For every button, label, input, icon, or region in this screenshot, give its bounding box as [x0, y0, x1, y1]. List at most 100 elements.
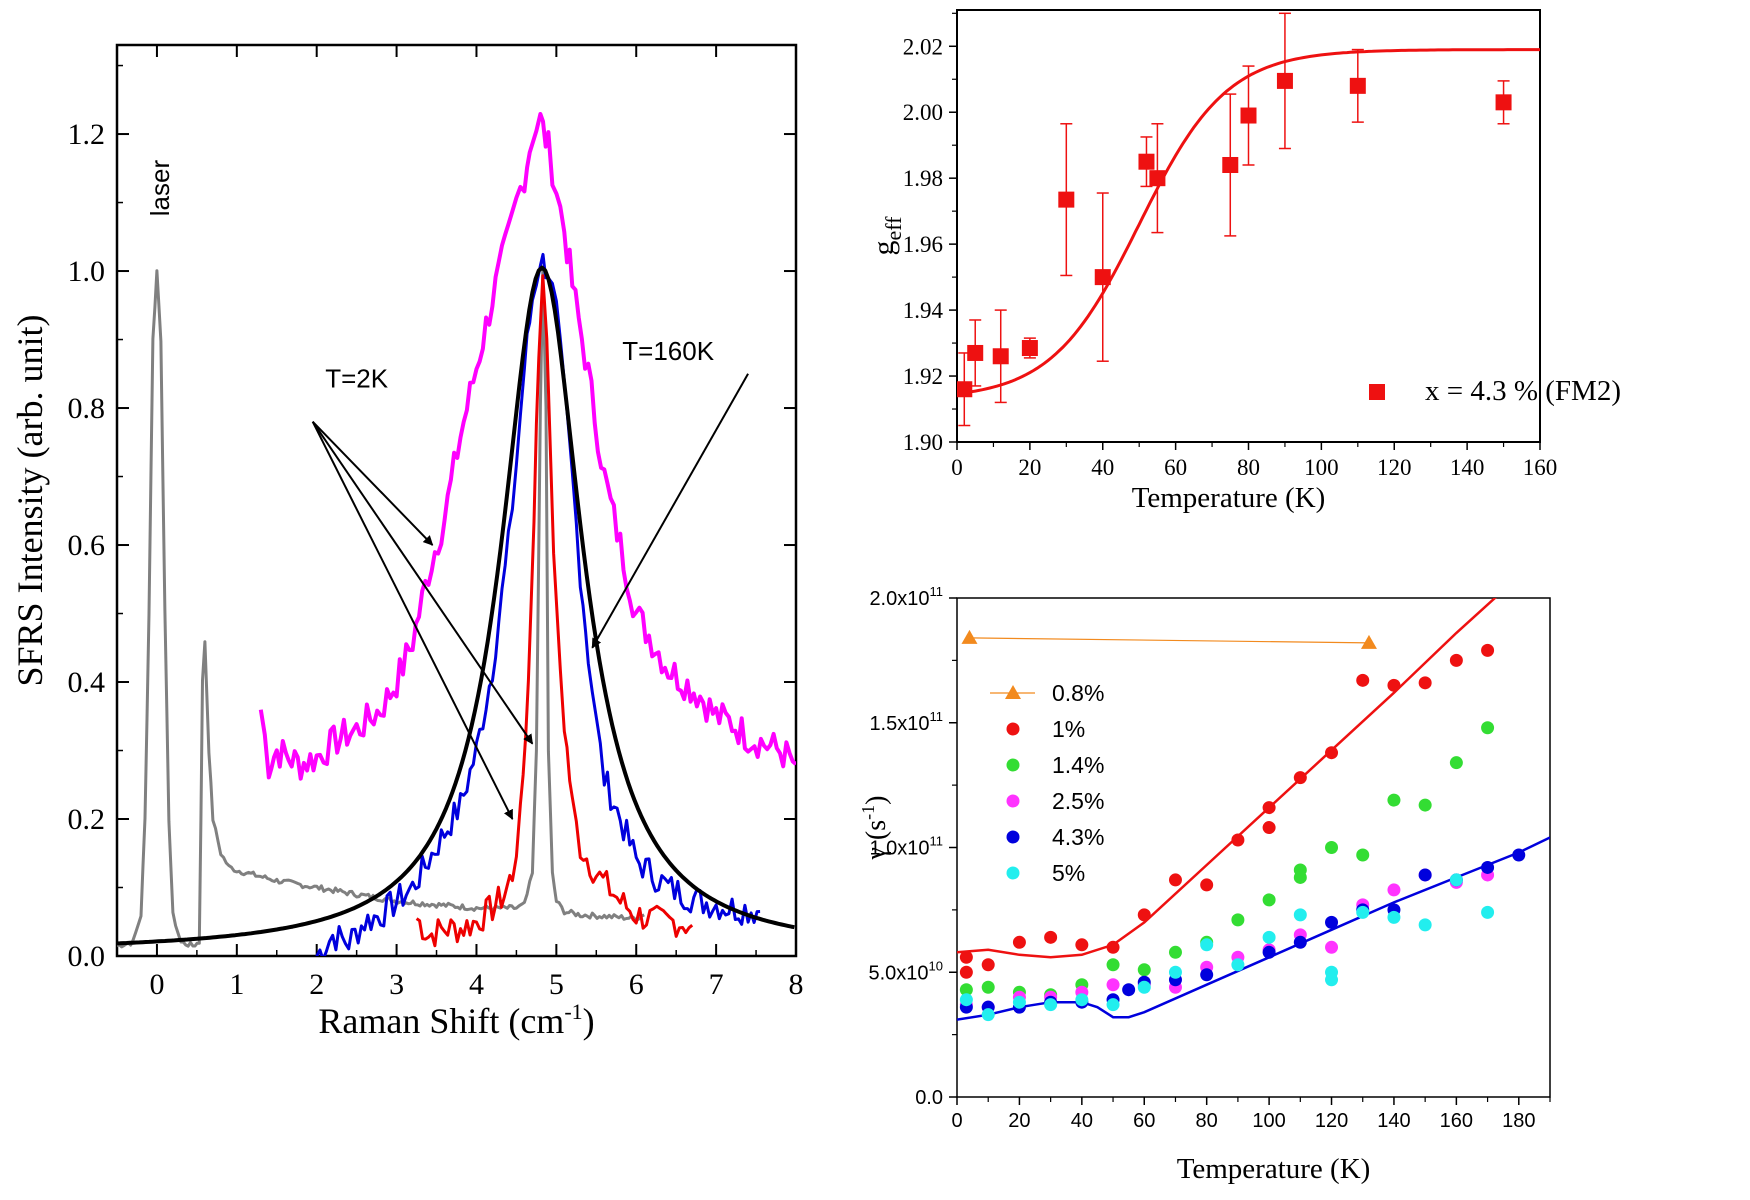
- gamma-data-point: [1200, 968, 1214, 982]
- geff-legend-label: x = 4.3 % (FM2): [1425, 375, 1621, 407]
- geff-legend-marker: [1369, 384, 1385, 400]
- geff-x-tick-label: 120: [1377, 455, 1412, 480]
- geff-x-tick-label: 160: [1523, 455, 1558, 480]
- raman-frame: [115, 43, 798, 958]
- raman-x-axis-label-main: Raman Shift (cm: [318, 1001, 564, 1041]
- raman-x-tick-label: 8: [789, 968, 804, 1001]
- raman-x-tick-label: 7: [709, 968, 724, 1001]
- gamma-data-point: [961, 629, 978, 644]
- gamma-legend-label: 5%: [1052, 860, 1085, 886]
- raman-x-axis-label: Raman Shift (cm-1): [318, 999, 594, 1041]
- raman-y-tick-label: 0.2: [68, 803, 106, 836]
- gamma-y-axis-label-close: ): [861, 796, 892, 805]
- geff-data-point: [1276, 72, 1293, 89]
- raman-chart: 0 1 2 3 4 5 6 7 8 0.0 0.2 0.4 0.6 0.8 1.0 1.2 Raman Shif…: [10, 43, 804, 1041]
- gamma-data-point: [981, 958, 995, 972]
- gamma-x-tick-label: 180: [1502, 1110, 1535, 1132]
- geff-data-point: [1138, 153, 1155, 170]
- geff-plot-area: [957, 12, 1540, 427]
- raman-series-fit: [117, 265, 795, 946]
- gamma-data-point: [1231, 833, 1245, 847]
- gamma-data-point: [1449, 756, 1463, 770]
- gamma-data-point: [1325, 915, 1339, 929]
- gamma-legend-marker: [1006, 758, 1020, 772]
- raman-series-red: [415, 274, 694, 948]
- gamma-data-point: [1106, 978, 1120, 992]
- gamma-y-tick-label: 1.5x1011: [869, 709, 943, 735]
- geff-y-tick-label: 1.90: [903, 430, 943, 455]
- gamma-data-point: [1012, 995, 1026, 1009]
- geff-data-point: [1222, 156, 1239, 173]
- gamma-data-point: [981, 1008, 995, 1022]
- gamma-y-tick-mantissa: 2.0x10: [869, 588, 929, 610]
- gamma-data-point: [1044, 998, 1058, 1012]
- raman-y-tick-label: 1.2: [68, 118, 106, 151]
- raman-y-axis-label: SFRS Intensity (arb. unit): [10, 314, 50, 686]
- gamma-data-point: [1262, 945, 1276, 959]
- gamma-data-point: [1325, 973, 1339, 987]
- geff-x-tick-label: 140: [1450, 455, 1485, 480]
- raman-x-tick-label: 4: [469, 968, 484, 1001]
- gamma-fit-line-0: [957, 598, 1497, 959]
- raman-annotation-0: laser: [145, 160, 175, 217]
- gamma-data-point: [1481, 643, 1495, 657]
- raman-annotation-arrow: [591, 373, 749, 649]
- geff-y-axis-label: geff: [867, 216, 906, 256]
- geff-y-tick-label: 1.96: [903, 232, 943, 257]
- gamma-data-point: [1512, 848, 1526, 862]
- gamma-legend-label: 0.8%: [1052, 680, 1104, 706]
- raman-x-tick-label: 5: [549, 968, 564, 1001]
- raman-y-tick-label: 0.6: [68, 529, 106, 562]
- raman-x-axis-label-close: ): [583, 1001, 595, 1041]
- gamma-y-tick-label: 2.0x1011: [869, 584, 943, 610]
- gamma-data-point: [1387, 910, 1401, 924]
- gamma-data-point: [1449, 653, 1463, 667]
- gamma-data-point: [1012, 935, 1026, 949]
- gamma-data-point: [1262, 893, 1276, 907]
- gamma-data-point: [1044, 930, 1058, 944]
- gamma-data-point: [1418, 676, 1432, 690]
- gamma-y-tick-exponent: 11: [930, 834, 944, 849]
- geff-x-tick-label: 20: [1018, 455, 1041, 480]
- gamma-data-point: [1325, 746, 1339, 760]
- gamma-series-line-0: [969, 637, 1370, 644]
- geff-y-axis-label-main: g: [867, 241, 900, 256]
- gamma-data-point: [1387, 678, 1401, 692]
- raman-x-tick-label: 6: [629, 968, 644, 1001]
- gamma-data-point: [1293, 870, 1307, 884]
- geff-chart: 0 20 40 60 80 100 120 140 160 1.90 1.92 1.94 1.96 1.9…: [867, 9, 1621, 514]
- raman-y-tick-label: 0.8: [68, 392, 106, 425]
- gamma-data-point: [1293, 908, 1307, 922]
- geff-data-point: [1495, 94, 1512, 111]
- gamma-data-point: [1106, 958, 1120, 972]
- gamma-legend-marker: [1006, 794, 1020, 808]
- gamma-data-point: [1293, 771, 1307, 785]
- geff-data-point: [1240, 107, 1257, 124]
- gamma-data-point: [959, 950, 973, 964]
- gamma-legend-label: 1%: [1052, 716, 1085, 742]
- gamma-y-tick-label: 5.0x1010: [868, 958, 943, 984]
- gamma-frame: [956, 597, 1551, 1098]
- geff-data-point: [992, 348, 1009, 365]
- raman-series-magenta: [258, 112, 796, 781]
- gamma-x-tick-label: 100: [1252, 1110, 1285, 1132]
- gamma-data-point: [1481, 860, 1495, 874]
- geff-data-point: [1094, 269, 1111, 286]
- gamma-y-tick-mantissa: 1.5x10: [869, 713, 929, 735]
- gamma-data-point: [1168, 965, 1182, 979]
- raman-annotation-arrow: [311, 421, 534, 745]
- gamma-y-tick-exponent: 10: [929, 958, 943, 973]
- gamma-x-tick-label: 120: [1315, 1110, 1348, 1132]
- gamma-data-point: [1106, 940, 1120, 954]
- gamma-data-point: [1122, 983, 1136, 997]
- gamma-data-point: [959, 965, 973, 979]
- gamma-data-point: [1418, 868, 1432, 882]
- gamma-plot-area: [957, 598, 1550, 1022]
- gamma-y-tick-label: 1.0x1011: [869, 834, 943, 860]
- gamma-y-tick-exponent: 11: [930, 709, 944, 724]
- gamma-data-point: [959, 993, 973, 1007]
- gamma-y-axis-label-main: γ (s: [861, 820, 892, 861]
- raman-plot-area: [117, 112, 796, 956]
- gamma-x-axis-label: Temperature (K): [1177, 1153, 1371, 1185]
